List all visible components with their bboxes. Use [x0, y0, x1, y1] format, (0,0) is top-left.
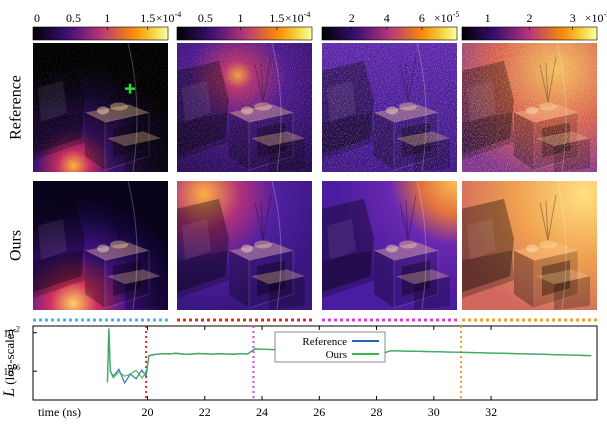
text-part: ×10: [156, 11, 175, 25]
x-axis-label: time (ns): [38, 405, 81, 419]
colorbar-scale: ×10-4: [285, 10, 310, 25]
colorbar-tick-label: 2: [349, 11, 355, 25]
colorbar-scale: ×10-5: [434, 10, 459, 25]
colorbar-tick-label: 0.5: [66, 11, 81, 25]
image-panel: [462, 43, 597, 172]
colorbar-tick-label: 1.5: [269, 11, 284, 25]
colorbar-tick-label: 1: [104, 11, 110, 25]
colorbar-tick-label: 0: [34, 11, 40, 25]
noise: [33, 43, 168, 172]
x-tick-label: 26: [313, 405, 325, 419]
text-part: ×10: [285, 11, 304, 25]
noise: [177, 43, 312, 172]
text-part: -5: [453, 10, 460, 19]
colorbar-scale: ×10-5: [585, 10, 607, 25]
legend-label: Reference: [302, 336, 347, 348]
x-tick-label: 22: [199, 405, 211, 419]
legend-label: Ours: [326, 349, 347, 361]
figure: ReferenceOurs00.511.5×10-40.511.5×10-424…: [0, 0, 607, 428]
colorbar-tick-label: 0.5: [198, 11, 213, 25]
image-panel: [33, 181, 168, 310]
colorbar-scale: ×10-4: [156, 10, 181, 25]
colorbar: [322, 27, 457, 40]
image-panel: [322, 181, 457, 310]
image-panel: [322, 43, 457, 172]
row-label: Reference: [8, 75, 25, 140]
image-panel: [177, 43, 312, 172]
colorbar-tick-label: 3: [570, 11, 576, 25]
text-part: (log-scale): [2, 329, 17, 385]
row-label: Ours: [8, 230, 25, 261]
y-axis-label: L (log-scale): [1, 329, 18, 398]
x-tick-label: 24: [256, 405, 268, 419]
x-tick-label: 20: [142, 405, 154, 419]
colorbar-tick-label: 1: [237, 11, 243, 25]
image-panel: [177, 181, 312, 310]
colorbar-tick-label: 1: [485, 11, 491, 25]
x-tick-label: 32: [485, 405, 497, 419]
text-part: L: [1, 388, 18, 398]
text-part: ×10: [585, 11, 604, 25]
noise: [462, 43, 597, 172]
colorbar-tick-label: 1.5: [140, 11, 155, 25]
colorbar-tick-label: 4: [384, 11, 390, 25]
text-part: -4: [175, 10, 182, 19]
text-part: ×10: [434, 11, 453, 25]
colorbar: [177, 27, 312, 40]
image-panel: [33, 43, 168, 172]
text-part: -4: [304, 10, 311, 19]
colorbar-tick-label: 6: [419, 11, 425, 25]
image-panel: [462, 181, 597, 310]
noise: [322, 43, 457, 172]
x-tick-label: 30: [428, 405, 440, 419]
text-part: -5: [603, 10, 607, 19]
x-tick-label: 28: [371, 405, 383, 419]
colorbar-tick-label: 2: [527, 11, 533, 25]
